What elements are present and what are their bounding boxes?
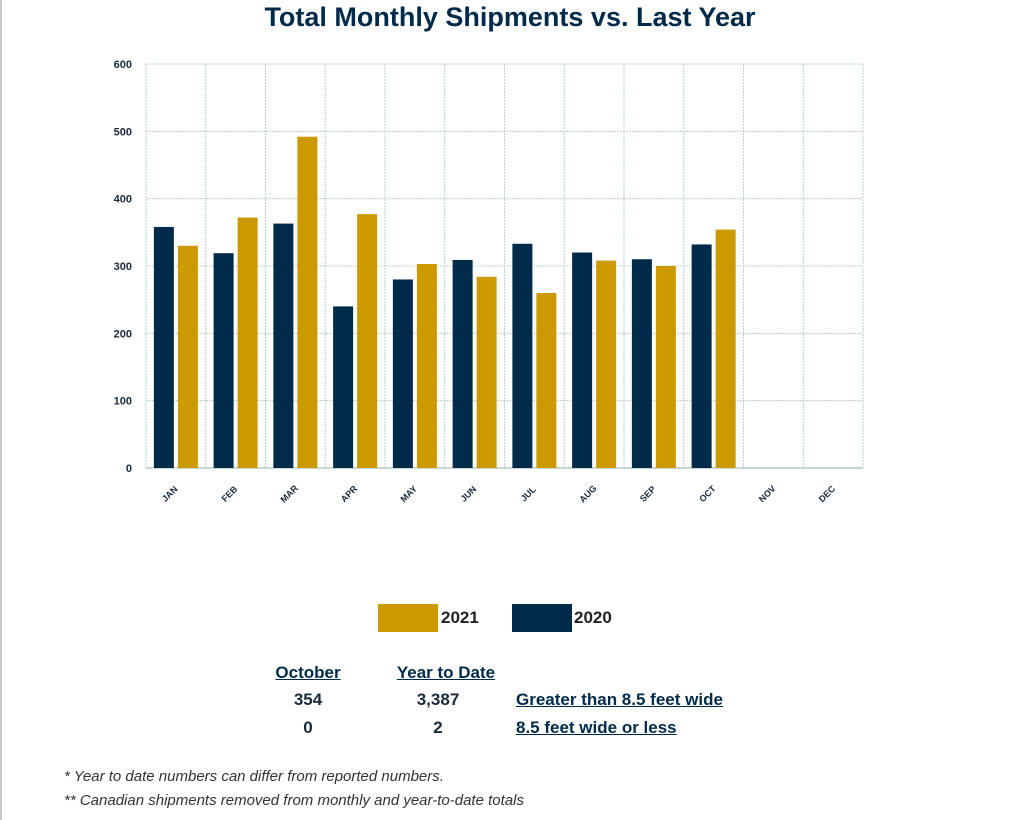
bar-2020-aug [572, 252, 593, 468]
y-tick-label-300: 300 [114, 261, 132, 273]
8-5-or-less-link[interactable]: 8.5 feet wide or less [516, 718, 677, 737]
x-tick-label-dec: DEC [817, 483, 838, 504]
legend-label-2021: 2021 [441, 608, 479, 627]
y-tick-label-200: 200 [114, 328, 132, 340]
x-tick-label-nov: NOV [757, 483, 778, 504]
y-tick-label-500: 500 [114, 126, 132, 138]
bar-2020-jul [512, 243, 533, 468]
x-tick-label-mar: MAR [278, 483, 300, 505]
x-tick-label-may: MAY [398, 484, 419, 505]
y-tick-label-100: 100 [114, 396, 132, 408]
x-tick-label-feb: FEB [220, 484, 240, 504]
x-tick-label-jul: JUL [519, 484, 538, 503]
bar-2021-apr [357, 214, 378, 468]
bar-2021-aug [596, 260, 617, 468]
bar-2021-sep [655, 266, 676, 468]
bar-2020-apr [333, 306, 354, 468]
x-tick-label-jun: JUN [459, 484, 479, 504]
october-wide-count: 354 [293, 690, 323, 709]
legend-swatch-2021 [378, 604, 438, 632]
legend-swatch-2020 [512, 604, 572, 632]
x-tick-label-oct: OCT [697, 483, 718, 504]
bar-2021-mar [297, 136, 318, 468]
bar-2021-feb [237, 217, 258, 468]
bar-2020-mar [273, 223, 294, 468]
y-tick-label-0: 0 [126, 463, 132, 475]
y-tick-label-400: 400 [114, 194, 132, 206]
ytd-narrow-count: 2 [433, 718, 443, 737]
x-tick-label-jan: JAN [160, 484, 180, 504]
bar-2020-may [392, 279, 413, 468]
bar-2020-oct [691, 244, 712, 468]
bar-chart: 0 100 200 300 400 500 600 JAN FEB MAR APR MAY JUN JUL… [114, 59, 864, 505]
x-tick-label-sep: SEP [638, 484, 658, 504]
bar-2020-feb [213, 253, 234, 468]
bar-2020-jan [153, 226, 174, 468]
ytd-wide-count: 3,387 [416, 690, 460, 709]
chart-title: Total Monthly Shipments vs. Last Year [264, 2, 756, 32]
legend-label-2020: 2020 [574, 608, 612, 627]
page-left-border [0, 0, 2, 820]
x-tick-label-apr: APR [339, 483, 360, 504]
year-to-date-header: Year to Date [396, 663, 496, 682]
greater-than-8-5-link[interactable]: Greater than 8.5 feet wide [516, 690, 723, 709]
chart-legend: 2021 2020 [0, 604, 1020, 632]
bar-2021-oct [715, 229, 736, 468]
x-tick-label-aug: AUG [577, 483, 598, 504]
bar-2021-jul [536, 292, 557, 468]
bar-2021-jun [476, 276, 497, 468]
october-narrow-count: 0 [303, 718, 313, 737]
footnote-canadian: ** Canadian shipments removed from month… [64, 792, 524, 809]
footnote-ytd: * Year to date numbers can differ from r… [64, 768, 444, 785]
bar-2020-jun [452, 259, 473, 468]
october-header: October [275, 663, 341, 682]
bar-2020-sep [631, 259, 652, 468]
bar-2021-jan [177, 245, 198, 468]
y-tick-label-600: 600 [114, 59, 132, 71]
bar-2021-may [416, 263, 437, 468]
